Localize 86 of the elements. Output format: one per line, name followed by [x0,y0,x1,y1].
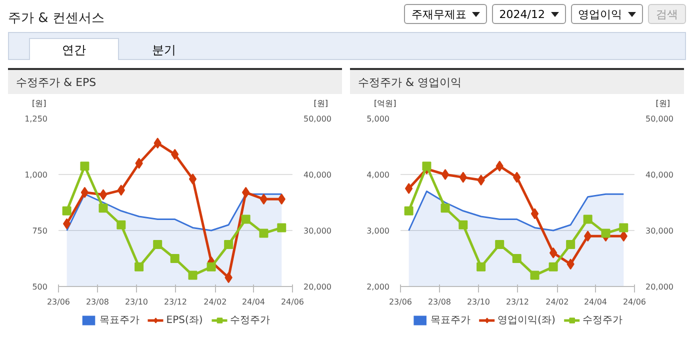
legend-label: 목표주가 [99,314,140,327]
text: 주가 & 컨센서스 [8,10,104,28]
x-tick-label: 23/06 [46,298,70,306]
point [80,186,89,198]
y2-tick-label: 50,000 [646,114,674,124]
legend-label: EPS(좌) [166,314,203,327]
y-tick-label: 750 [32,226,48,236]
y2-tick-label: 40,000 [646,170,674,180]
point [153,240,162,249]
y-tick-label: 1,000 [24,170,48,180]
point [422,162,432,171]
y2-axis-title: [원] [656,98,670,110]
point [566,240,576,249]
x-tick-label: 23/12 [506,298,530,306]
y2-tick-label: 20,000 [304,282,332,292]
point [260,194,268,205]
chart-title: 수정주가 & 영업이익 [350,68,684,94]
legend-label: 수정주가 [582,314,622,327]
point [62,218,71,230]
y-tick-label: 4,000 [366,170,390,180]
legend-label: 목표주가 [430,314,471,327]
point [62,206,72,216]
point [277,223,286,232]
point [476,262,486,272]
x-tick-label: 24/04 [584,298,608,306]
y-tick-label: 5,000 [366,114,390,124]
y-tick-label: 1,250 [24,114,48,124]
point [530,270,540,280]
point [530,208,539,220]
point [80,162,90,171]
y2-tick-label: 30,000 [304,226,332,236]
x-tick-label: 24/02 [546,298,569,306]
text: 영업이익 [571,4,643,24]
point [601,228,610,238]
y-tick-label: 2,000 [366,282,390,292]
y2-axis-title: [원] [314,98,328,110]
point [548,262,558,272]
point [495,240,504,249]
point [404,206,414,216]
point [188,173,197,184]
point [134,262,144,272]
x-tick-label: 23/10 [466,298,490,306]
point [619,223,628,232]
point [441,169,450,180]
x-tick-label: 24/06 [280,298,304,306]
point [583,214,592,224]
y-axis-title: [억원] [374,98,396,110]
x-tick-label: 24/06 [622,298,646,306]
point [458,220,468,230]
point [549,247,558,258]
point [224,240,234,249]
point [259,228,268,238]
point [440,204,450,213]
text: 검색 [648,4,686,24]
point [241,214,250,224]
y-tick-label: 500 [32,282,48,292]
point [512,254,522,263]
x-tick-label: 23/06 [388,298,412,306]
y2-tick-label: 50,000 [304,114,332,124]
text: 분기 [151,42,177,59]
y2-tick-label: 40,000 [304,170,332,180]
x-tick-label: 23/12 [164,298,188,306]
legend-label: 수정주가 [230,314,270,327]
point [242,186,250,198]
y2-tick-label: 30,000 [646,226,674,236]
y2-tick-label: 20,000 [646,282,674,292]
text: 주재무제표 [404,4,488,24]
x-tick-label: 23/10 [124,298,148,306]
point [99,189,108,200]
point [170,254,180,263]
legend-label: 영업이익(좌) [498,314,556,327]
text: 연간 [29,38,119,60]
point [116,220,126,230]
chart-title: 수정주가 & EPS [8,68,342,94]
y-axis-title: [원] [32,98,46,110]
x-tick-label: 23/08 [86,298,110,306]
point [188,270,198,280]
point [404,183,413,194]
point [206,262,216,272]
point [584,230,592,242]
y-tick-label: 3,000 [366,226,390,236]
x-tick-label: 23/08 [428,298,452,306]
x-tick-label: 24/02 [204,298,227,306]
point [98,204,108,213]
x-tick-label: 24/04 [242,298,266,306]
text: 2024/12 [492,4,566,24]
